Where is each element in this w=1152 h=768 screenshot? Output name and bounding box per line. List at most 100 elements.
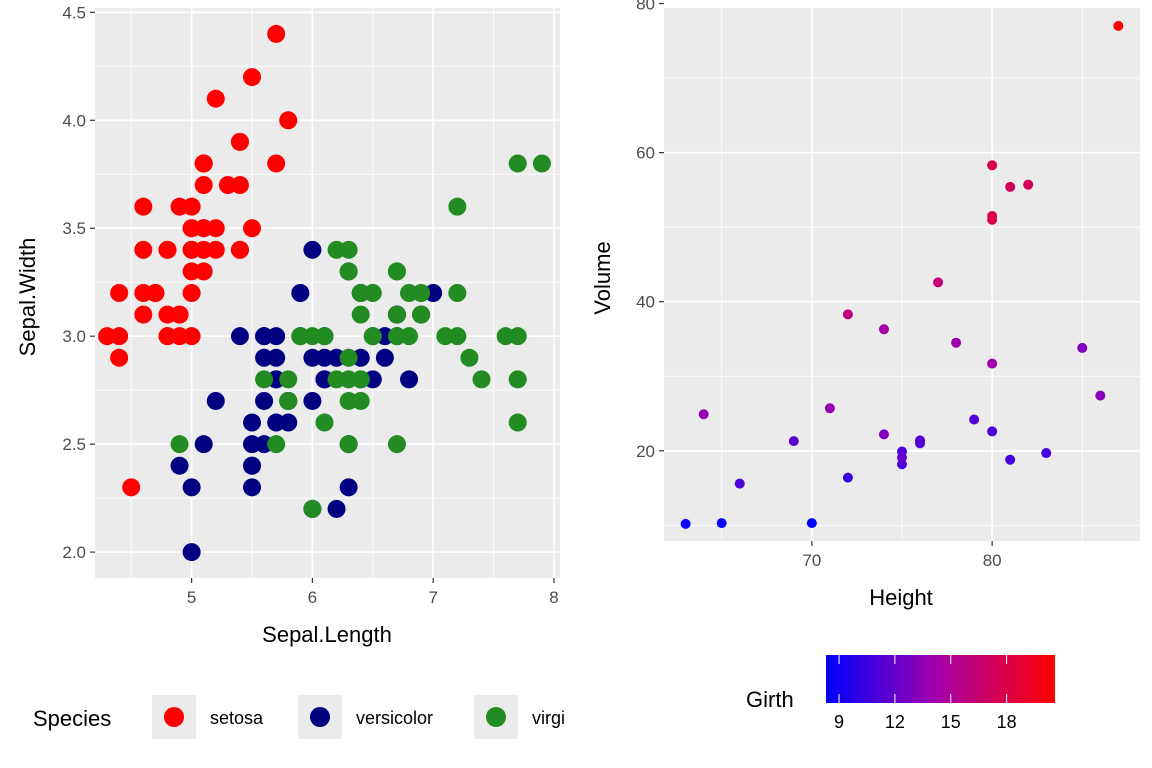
- tree-point: [1077, 342, 1088, 353]
- tree-point: [716, 518, 727, 529]
- point-virginica: [532, 154, 551, 173]
- point-virginica: [448, 327, 467, 346]
- point-virginica: [508, 413, 527, 432]
- point-setosa: [182, 262, 201, 281]
- point-virginica: [339, 391, 358, 410]
- point-virginica: [387, 435, 406, 454]
- point-versicolor: [230, 327, 249, 346]
- point-virginica: [508, 154, 527, 173]
- point-versicolor: [303, 391, 322, 410]
- point-versicolor: [303, 348, 322, 367]
- point-setosa: [170, 305, 189, 324]
- y-tick-label: 3.5: [62, 219, 86, 238]
- plot-background: [95, 8, 560, 578]
- point-setosa: [182, 219, 201, 238]
- tree-point: [915, 435, 926, 446]
- x-tick-label: 80: [983, 551, 1002, 570]
- tree-point: [806, 518, 817, 529]
- point-versicolor: [206, 391, 225, 410]
- tree-point: [969, 414, 980, 425]
- species-legend-title: Species: [33, 706, 111, 731]
- tree-point: [698, 409, 709, 420]
- point-virginica: [267, 435, 286, 454]
- tree-point: [842, 309, 853, 320]
- point-virginica: [255, 370, 274, 389]
- tree-point: [824, 403, 835, 414]
- tree-point: [1005, 181, 1016, 192]
- left-x-axis-title: Sepal.Length: [262, 622, 392, 647]
- x-tick-label: 6: [308, 588, 317, 607]
- tree-point: [1095, 390, 1106, 401]
- point-setosa: [267, 24, 286, 43]
- legend-point-setosa: [164, 707, 184, 727]
- girth-colorbar: [826, 655, 1055, 703]
- point-virginica: [387, 262, 406, 281]
- legend-point-virginica: [486, 707, 506, 727]
- point-versicolor: [255, 391, 274, 410]
- point-virginica: [448, 197, 467, 216]
- tree-point: [933, 277, 944, 288]
- point-virginica: [508, 327, 527, 346]
- point-setosa: [158, 327, 177, 346]
- tree-point: [987, 426, 998, 437]
- tree-point: [951, 337, 962, 348]
- point-setosa: [267, 154, 286, 173]
- left-y-axis-title: Sepal.Width: [15, 238, 40, 357]
- point-setosa: [134, 284, 153, 302]
- point-virginica: [339, 262, 358, 281]
- point-setosa: [134, 305, 153, 324]
- point-versicolor: [279, 413, 298, 432]
- point-virginica: [460, 348, 479, 367]
- point-setosa: [194, 154, 213, 173]
- point-setosa: [110, 348, 129, 367]
- point-virginica: [387, 305, 406, 324]
- tree-point: [842, 472, 853, 483]
- point-versicolor: [339, 478, 358, 497]
- colorbar-tick-label: 18: [997, 712, 1017, 732]
- point-versicolor: [182, 478, 201, 497]
- y-tick-label: 20: [636, 442, 655, 461]
- point-setosa: [218, 176, 237, 195]
- iris-panel: 5 6 7 8 2.0 2.5 3.0 3.5 4.0 4.5 setosa versicolor vi…: [62, 3, 565, 739]
- colorbar-tick-label: 15: [941, 712, 961, 732]
- tree-point: [878, 324, 889, 335]
- point-versicolor: [400, 370, 419, 389]
- point-virginica: [351, 305, 370, 324]
- point-virginica: [291, 327, 310, 346]
- point-setosa: [279, 111, 298, 130]
- point-virginica: [400, 284, 419, 302]
- point-virginica: [363, 327, 382, 346]
- point-versicolor: [375, 348, 394, 367]
- trees-panel: 70 80 20 40 60 80 9 12 15 18: [636, 0, 1140, 732]
- point-virginica: [339, 435, 358, 454]
- point-versicolor: [327, 499, 346, 518]
- point-setosa: [194, 176, 213, 195]
- point-versicolor: [243, 478, 262, 497]
- girth-legend-title: Girth: [746, 687, 794, 712]
- point-setosa: [206, 89, 225, 108]
- colorbar-tick-label: 12: [885, 712, 905, 732]
- colorbar-tick-label: 9: [834, 712, 844, 732]
- point-virginica: [339, 348, 358, 367]
- tree-point: [1023, 179, 1034, 190]
- legend-label: versicolor: [356, 708, 433, 728]
- tree-point: [1113, 20, 1124, 31]
- point-setosa: [182, 284, 201, 302]
- y-tick-label: 2.5: [62, 435, 86, 454]
- tree-point: [788, 436, 799, 447]
- tree-point: [1005, 454, 1016, 465]
- point-setosa: [134, 240, 153, 259]
- tree-point: [680, 518, 691, 529]
- point-virginica: [448, 284, 467, 302]
- tree-point: [1041, 448, 1052, 459]
- tree-point: [734, 478, 745, 489]
- legend-point-versicolor: [310, 707, 330, 727]
- point-setosa: [110, 284, 129, 302]
- legend-label: setosa: [210, 708, 264, 728]
- point-virginica: [387, 327, 406, 346]
- y-tick-label: 2.0: [62, 543, 86, 562]
- point-setosa: [230, 132, 249, 151]
- tree-point: [987, 214, 998, 225]
- y-tick-label: 80: [636, 0, 655, 14]
